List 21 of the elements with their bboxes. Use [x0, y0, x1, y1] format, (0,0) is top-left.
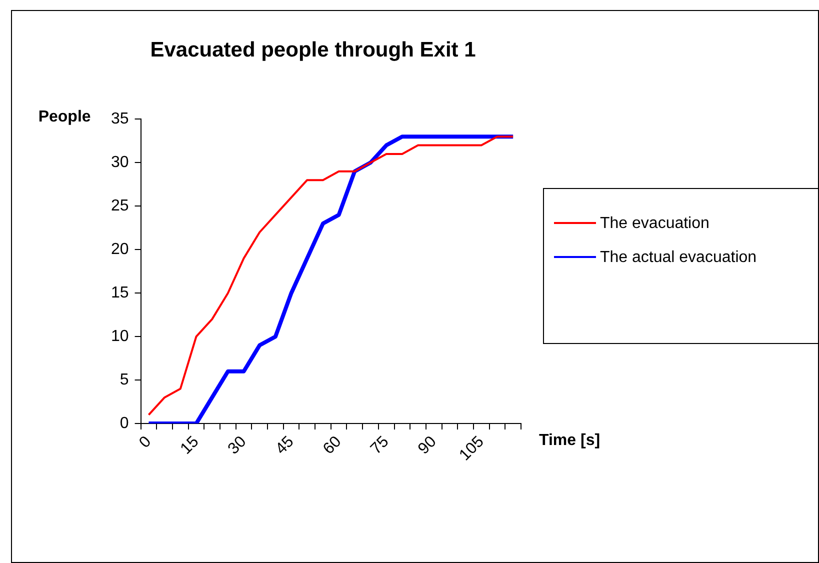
- x-tick-label: 105: [456, 433, 488, 464]
- y-tick-label: 20: [111, 241, 129, 258]
- y-tick-label: 0: [120, 414, 129, 432]
- y-tick-label: 15: [111, 284, 129, 302]
- chart-title: Evacuated people through Exit 1: [150, 38, 476, 62]
- x-tick-label: 90: [415, 433, 440, 458]
- x-tick-label: 60: [320, 433, 345, 458]
- x-tick-label: 45: [272, 433, 298, 458]
- x-tick-label: 75: [368, 433, 392, 458]
- y-tick-label: 5: [120, 371, 129, 388]
- x-tick-label: 30: [225, 433, 250, 458]
- y-tick-label: 35: [111, 110, 129, 128]
- legend-label: The actual evacuation: [600, 248, 758, 268]
- legend-label: The evacuation: [600, 214, 710, 234]
- y-tick-label: 25: [111, 198, 129, 215]
- x-tick-label: 0: [136, 433, 155, 452]
- y-tick-label: 30: [111, 154, 129, 172]
- y-tick-label: 10: [111, 328, 129, 345]
- x-tick-label: 15: [178, 433, 202, 458]
- x-axis-title: Time [s]: [539, 432, 600, 449]
- y-axis-title: People: [38, 108, 91, 126]
